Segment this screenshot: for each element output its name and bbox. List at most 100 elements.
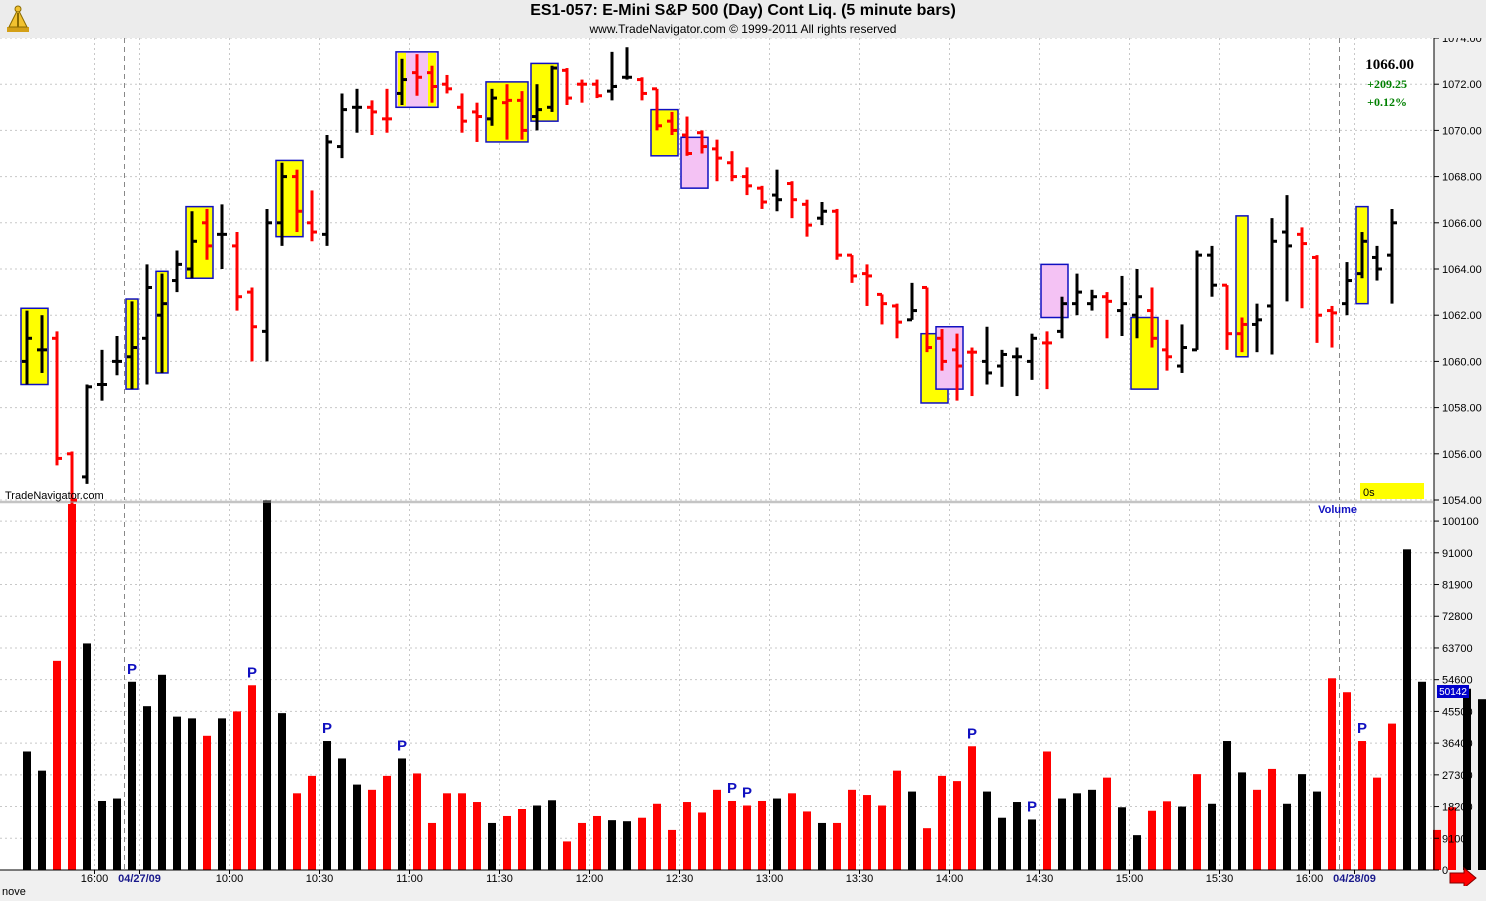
volume-bar	[128, 681, 136, 870]
scroll-right-arrow-icon[interactable]	[1449, 866, 1477, 886]
time-tick-label: 13:00	[756, 873, 784, 885]
volume-bar	[533, 805, 541, 870]
volume-bar	[188, 718, 196, 870]
volume-bar	[1088, 789, 1096, 870]
bar-timer-box	[1360, 483, 1424, 499]
status-text: nove	[2, 886, 26, 898]
volume-bar	[1058, 798, 1066, 870]
p-marker: P	[967, 725, 977, 742]
volume-bar	[353, 784, 361, 870]
volume-bar	[623, 821, 631, 870]
price-tick-label: 1064.00	[1442, 264, 1482, 276]
volume-bar	[458, 793, 466, 870]
axes: 1054.00 1056.00 1058.00 1060.00 1062.00 1064.…	[0, 38, 1482, 885]
volume-bar	[878, 805, 886, 870]
time-tick-label: 04/27/09	[118, 873, 161, 885]
volume-bar	[548, 800, 556, 870]
time-tick-label: 13:30	[846, 873, 874, 885]
volume-bar	[338, 758, 346, 870]
volume-bar	[713, 789, 721, 870]
volume-bar	[938, 775, 946, 870]
percent-change: +0.12%	[1367, 95, 1407, 109]
volume-bar	[503, 815, 511, 870]
volume-bar	[428, 822, 436, 870]
price-tick-label: 1060.00	[1442, 356, 1482, 368]
chart-header: ES1-057: E-Mini S&P 500 (Day) Cont Liq. …	[0, 0, 1486, 38]
volume-bar	[563, 841, 571, 870]
watermark: TradeNavigator.com	[5, 490, 104, 502]
time-tick-label: 12:00	[576, 873, 604, 885]
volume-label: Volume	[1318, 504, 1357, 516]
volume-tick-label: 0	[1442, 865, 1448, 877]
volume-bar	[1388, 723, 1396, 870]
volume-bar	[143, 706, 151, 870]
pattern-highlight-box	[1235, 215, 1249, 358]
p-marker: P	[727, 780, 737, 797]
volume-bar	[68, 504, 76, 870]
volume-bar	[83, 643, 91, 870]
volume-tick-label: 91000	[1442, 548, 1473, 560]
volume-tick-label: 63700	[1442, 643, 1473, 655]
volume-bar	[1463, 688, 1471, 870]
volume-bar	[968, 746, 976, 870]
volume-bar	[278, 713, 286, 870]
price-tick-label: 1054.00	[1442, 495, 1482, 507]
volume-bar	[608, 820, 616, 870]
price-tick-label: 1062.00	[1442, 310, 1482, 322]
volume-bar	[1328, 678, 1336, 870]
volume-bar	[1223, 741, 1231, 870]
volume-bar	[773, 798, 781, 870]
volume-bar	[698, 812, 706, 870]
volume-bar	[263, 500, 271, 870]
time-tick-label: 10:30	[306, 873, 334, 885]
volume-bar	[1043, 751, 1051, 870]
volume-bar	[593, 815, 601, 870]
time-tick-label: 14:30	[1026, 873, 1054, 885]
volume-current-box	[1437, 685, 1469, 698]
price-tick-label: 1056.00	[1442, 449, 1482, 461]
volume-bar	[1373, 777, 1381, 870]
volume-bar	[203, 735, 211, 870]
volume-current: 50142	[1439, 687, 1467, 698]
pattern-highlight-box	[650, 108, 679, 157]
time-tick-label: 11:30	[486, 873, 513, 885]
volume-bar	[923, 828, 931, 870]
volume-bar	[908, 791, 916, 870]
volume-bar	[1178, 806, 1186, 870]
volume-bar	[1298, 774, 1306, 870]
volume-bar	[23, 751, 31, 870]
volume-tick-label: 81900	[1442, 580, 1473, 592]
volume-bar	[383, 775, 391, 870]
volume-bar	[1103, 777, 1111, 870]
time-tick-label: 15:00	[1116, 873, 1144, 885]
pattern-highlight-box	[935, 326, 964, 390]
volume-bar	[293, 793, 301, 870]
price-tick-label: 1070.00	[1442, 125, 1482, 137]
pattern-highlight-box	[20, 307, 49, 386]
pattern-highlight-box	[1040, 263, 1069, 319]
volume-bar	[443, 793, 451, 870]
volume-bar	[173, 716, 181, 870]
pattern-highlight-box	[1130, 316, 1159, 390]
volume-bar	[248, 685, 256, 870]
time-tick-label: 10:00	[216, 873, 244, 885]
last-price: 1066.00	[1365, 57, 1414, 73]
price-tick-label: 1058.00	[1442, 403, 1482, 415]
time-tick-label: 15:30	[1206, 873, 1234, 885]
volume-bar	[53, 660, 61, 870]
pattern-highlight-box	[185, 205, 214, 279]
volume-bar	[1253, 789, 1261, 870]
volume-bar	[953, 781, 961, 870]
time-tick-label: 04/28/09	[1333, 873, 1376, 885]
volume-bar	[1148, 810, 1156, 870]
pattern-highlight-box	[275, 159, 304, 238]
chart-title: ES1-057: E-Mini S&P 500 (Day) Cont Liq. …	[530, 2, 956, 19]
volume-bar	[578, 822, 586, 870]
trade-navigator-logo-icon[interactable]	[3, 3, 33, 35]
volume-bar	[323, 741, 331, 870]
price-tick-label: 1066.00	[1442, 218, 1482, 230]
price-tick-label: 1072.00	[1442, 79, 1482, 91]
volume-bar	[1313, 791, 1321, 870]
